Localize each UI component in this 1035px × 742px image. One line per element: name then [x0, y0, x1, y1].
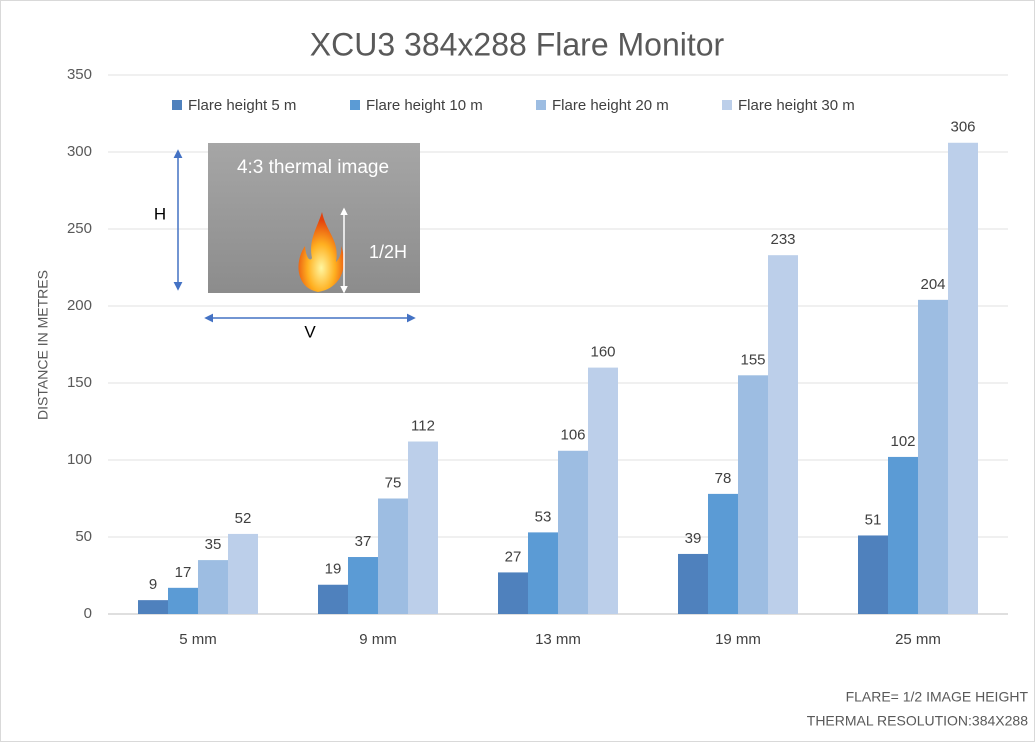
value-label: 37	[355, 533, 372, 550]
bar	[378, 499, 408, 615]
value-label: 39	[685, 530, 702, 547]
value-label: 53	[535, 508, 552, 525]
bar	[678, 554, 708, 614]
bar	[168, 588, 198, 614]
inset-half-label: 1/2H	[369, 242, 407, 262]
legend-swatch	[536, 100, 546, 110]
bar	[228, 534, 258, 614]
bar	[348, 557, 378, 614]
legend-swatch	[172, 100, 182, 110]
x-tick-label: 13 mm	[535, 631, 581, 648]
bar	[138, 600, 168, 614]
bar	[888, 457, 918, 614]
chart-title: XCU3 384x288 Flare Monitor	[310, 26, 725, 62]
chart: XCU3 384x288 Flare Monitor DISTANCE IN M…	[0, 0, 1035, 742]
value-label: 102	[890, 433, 915, 450]
value-label: 19	[325, 561, 342, 578]
value-label: 17	[175, 564, 192, 581]
bar	[858, 535, 888, 614]
legend-swatch	[350, 100, 360, 110]
legend-label: Flare height 5 m	[188, 97, 296, 114]
bar	[408, 442, 438, 614]
value-label: 112	[411, 417, 435, 434]
value-label: 78	[715, 470, 732, 487]
bar	[588, 368, 618, 614]
x-tick-label: 19 mm	[715, 631, 761, 648]
inset-title: 4:3 thermal image	[237, 157, 389, 178]
bar	[948, 143, 978, 614]
inset-h-label: H	[154, 204, 166, 223]
legend-label: Flare height 30 m	[738, 97, 855, 114]
bar	[708, 494, 738, 614]
y-tick-label: 250	[67, 220, 92, 237]
value-label: 35	[205, 536, 222, 553]
value-label: 52	[235, 510, 252, 527]
value-label: 155	[740, 351, 765, 368]
legend-swatch	[722, 100, 732, 110]
bar	[738, 375, 768, 614]
y-tick-label: 350	[67, 66, 92, 83]
y-tick-label: 300	[67, 143, 92, 160]
x-tick-label: 25 mm	[895, 631, 941, 648]
bar	[528, 532, 558, 614]
bar	[318, 585, 348, 614]
inset-v-label: V	[304, 322, 316, 341]
x-tick-label: 9 mm	[359, 631, 397, 648]
y-tick-label: 50	[75, 528, 92, 545]
value-label: 106	[560, 427, 585, 444]
bar	[558, 451, 588, 614]
value-label: 51	[865, 511, 882, 528]
value-label: 233	[770, 231, 795, 248]
chart-border	[1, 1, 1035, 742]
y-tick-label: 200	[67, 297, 92, 314]
value-label: 306	[950, 119, 975, 136]
value-label: 160	[590, 344, 615, 361]
y-tick-label: 100	[67, 451, 92, 468]
y-tick-label: 0	[84, 605, 92, 622]
legend-label: Flare height 10 m	[366, 97, 483, 114]
y-tick-label: 150	[67, 374, 92, 391]
page: XCU3 384x288 Flare Monitor DISTANCE IN M…	[0, 0, 1035, 742]
value-label: 9	[149, 576, 157, 593]
value-label: 27	[505, 548, 522, 565]
bar	[198, 560, 228, 614]
bar	[768, 255, 798, 614]
footnote: FLARE= 1/2 IMAGE HEIGHT	[846, 689, 1029, 705]
legend-label: Flare height 20 m	[552, 97, 669, 114]
x-tick-label: 5 mm	[179, 631, 217, 648]
value-label: 75	[385, 474, 402, 491]
bar	[918, 300, 948, 614]
value-label: 204	[920, 276, 945, 293]
bar	[498, 572, 528, 614]
footnote: THERMAL RESOLUTION:384X288	[807, 713, 1028, 729]
y-axis-label: DISTANCE IN METRES	[35, 270, 51, 420]
